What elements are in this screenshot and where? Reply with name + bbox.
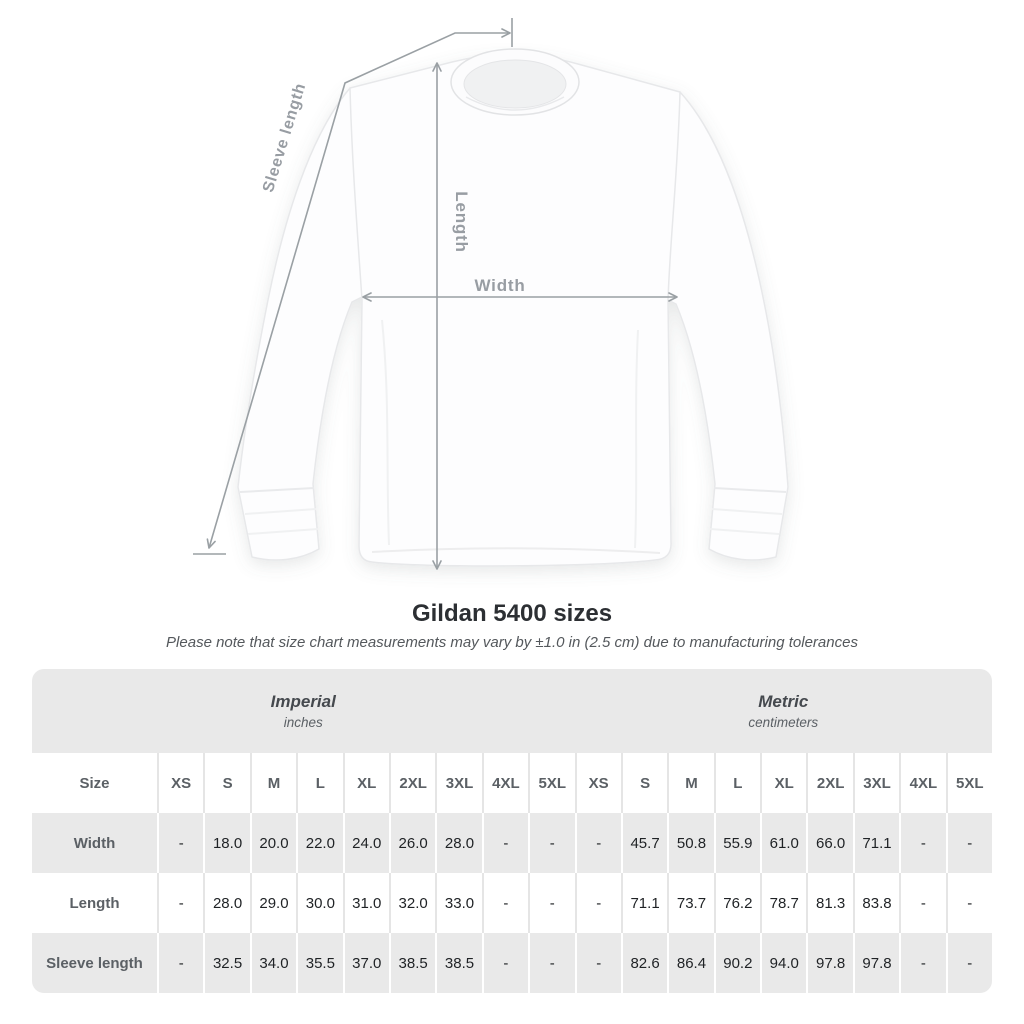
measurement-value: 78.7 — [760, 873, 806, 933]
row-label: Sleeve length — [46, 954, 143, 972]
column-header-xl-imperial: XL — [342, 753, 389, 813]
sleeve-length-arrow — [193, 18, 513, 555]
measurement-row-width: Width -18.0 20.0 22.0 24.0 26.0 28.0- - -45.7 50.… — [32, 813, 992, 873]
measurement-value: 18.0 — [203, 813, 249, 873]
measurement-row-sleeve-length: Sleeve length -32.5 34.0 35.5 37.0 38.5 38.5- -… — [32, 933, 992, 993]
length-label: Length — [452, 191, 471, 252]
measurement-value: - — [157, 933, 203, 993]
measurement-value: - — [574, 933, 621, 993]
measurement-value: - — [528, 813, 574, 873]
measurement-value: 22.0 — [296, 813, 342, 873]
measurement-value: 82.6 — [620, 933, 667, 993]
unit-group-imperial: Imperial inches — [32, 669, 575, 753]
shirt-body — [349, 53, 681, 567]
column-header-l-imperial: L — [296, 753, 342, 813]
measurement-value: - — [945, 933, 992, 993]
measurement-value: 55.9 — [713, 813, 760, 873]
measurement-value: - — [899, 813, 945, 873]
measurement-value: 32.5 — [203, 933, 249, 993]
measurement-value: 30.0 — [296, 873, 342, 933]
measurement-value: 37.0 — [342, 933, 389, 993]
measurement-value: 97.8 — [806, 933, 852, 993]
measurement-value: - — [899, 873, 945, 933]
measurement-value: - — [945, 873, 992, 933]
measurement-value: 26.0 — [388, 813, 435, 873]
column-header-3xl-imperial: 3XL — [435, 753, 481, 813]
measurement-value: 29.0 — [249, 873, 296, 933]
measurement-value: 94.0 — [760, 933, 806, 993]
measurement-value: - — [899, 933, 945, 993]
unit-group-unit: centimeters — [748, 715, 819, 730]
measurement-value: - — [481, 813, 528, 873]
measurement-value: 81.3 — [806, 873, 852, 933]
column-header-4xl-metric: 4XL — [899, 753, 945, 813]
measurement-value: 28.0 — [435, 813, 481, 873]
unit-band-row: Imperial inches Metric centimeters — [32, 669, 992, 753]
column-header-l-metric: L — [713, 753, 760, 813]
column-header-2xl-imperial: 2XL — [388, 753, 435, 813]
measurement-value: - — [157, 813, 203, 873]
measurement-value: - — [528, 873, 574, 933]
measurement-value: 50.8 — [667, 813, 713, 873]
measurement-value: - — [528, 933, 574, 993]
column-header-xl-metric: XL — [760, 753, 806, 813]
measurement-value: 90.2 — [713, 933, 760, 993]
width-label: Width — [474, 276, 525, 295]
measurement-value: 20.0 — [249, 813, 296, 873]
measurement-value: 34.0 — [249, 933, 296, 993]
measurement-value: 38.5 — [435, 933, 481, 993]
column-header-5xl-imperial: 5XL — [528, 753, 574, 813]
measurement-value: - — [481, 873, 528, 933]
row-label: Length — [69, 894, 120, 912]
measurement-value: - — [481, 933, 528, 993]
row-label: Width — [73, 834, 116, 852]
measurement-value: - — [574, 813, 621, 873]
measurement-value: - — [157, 873, 203, 933]
unit-group-name: Metric — [758, 692, 809, 711]
size-column-header: Size — [79, 774, 110, 792]
measurement-value: - — [574, 873, 621, 933]
unit-group-name: Imperial — [270, 692, 336, 711]
measurement-value: 61.0 — [760, 813, 806, 873]
measurement-value: - — [945, 813, 992, 873]
measurement-value: 83.8 — [852, 873, 899, 933]
unit-group-metric: Metric centimeters — [575, 669, 993, 753]
column-header-xs-metric: XS — [574, 753, 621, 813]
measurement-value: 97.8 — [852, 933, 899, 993]
page-title: Gildan 5400 sizes — [411, 600, 613, 627]
column-header-xs-imperial: XS — [157, 753, 203, 813]
column-header-4xl-imperial: 4XL — [481, 753, 528, 813]
measurement-value: 71.1 — [852, 813, 899, 873]
measurement-value: 73.7 — [667, 873, 713, 933]
column-header-3xl-metric: 3XL — [852, 753, 899, 813]
shirt-right-sleeve — [663, 91, 789, 561]
shirt-graphic — [237, 53, 789, 567]
measurement-value: 32.0 — [388, 873, 435, 933]
measurement-value: 86.4 — [667, 933, 713, 993]
measurement-value: 35.5 — [296, 933, 342, 993]
column-header-5xl-metric: 5XL — [945, 753, 992, 813]
measurement-value: 71.1 — [620, 873, 667, 933]
column-header-2xl-metric: 2XL — [806, 753, 852, 813]
measurement-value: 33.0 — [435, 873, 481, 933]
size-table: Imperial inches Metric centimeters Size XS S M L… — [32, 669, 992, 993]
measurement-value: 66.0 — [806, 813, 852, 873]
unit-group-unit: inches — [283, 715, 323, 730]
shirt-diagram: Sleeve length Length Width — [193, 18, 789, 570]
column-header-m-imperial: M — [249, 753, 296, 813]
column-header-m-metric: M — [667, 753, 713, 813]
measurement-value: 76.2 — [713, 873, 760, 933]
measurement-value: 38.5 — [388, 933, 435, 993]
measurement-value: 45.7 — [620, 813, 667, 873]
measurement-value: 24.0 — [342, 813, 389, 873]
column-header-row: Size XS S M L XL 2XL 3XL 4XL 5XL XS S M L XL 2XL 3XL 4XL 5… — [32, 753, 992, 813]
measurement-value: 28.0 — [203, 873, 249, 933]
column-header-s-metric: S — [620, 753, 667, 813]
measurement-value: 31.0 — [342, 873, 389, 933]
column-header-s-imperial: S — [203, 753, 249, 813]
tolerance-note: Please note that size chart measurements… — [166, 634, 858, 651]
measurement-row-length: Length -28.0 29.0 30.0 31.0 32.0 33.0- - -71.1 73… — [32, 873, 992, 933]
shirt-collar — [450, 48, 580, 116]
